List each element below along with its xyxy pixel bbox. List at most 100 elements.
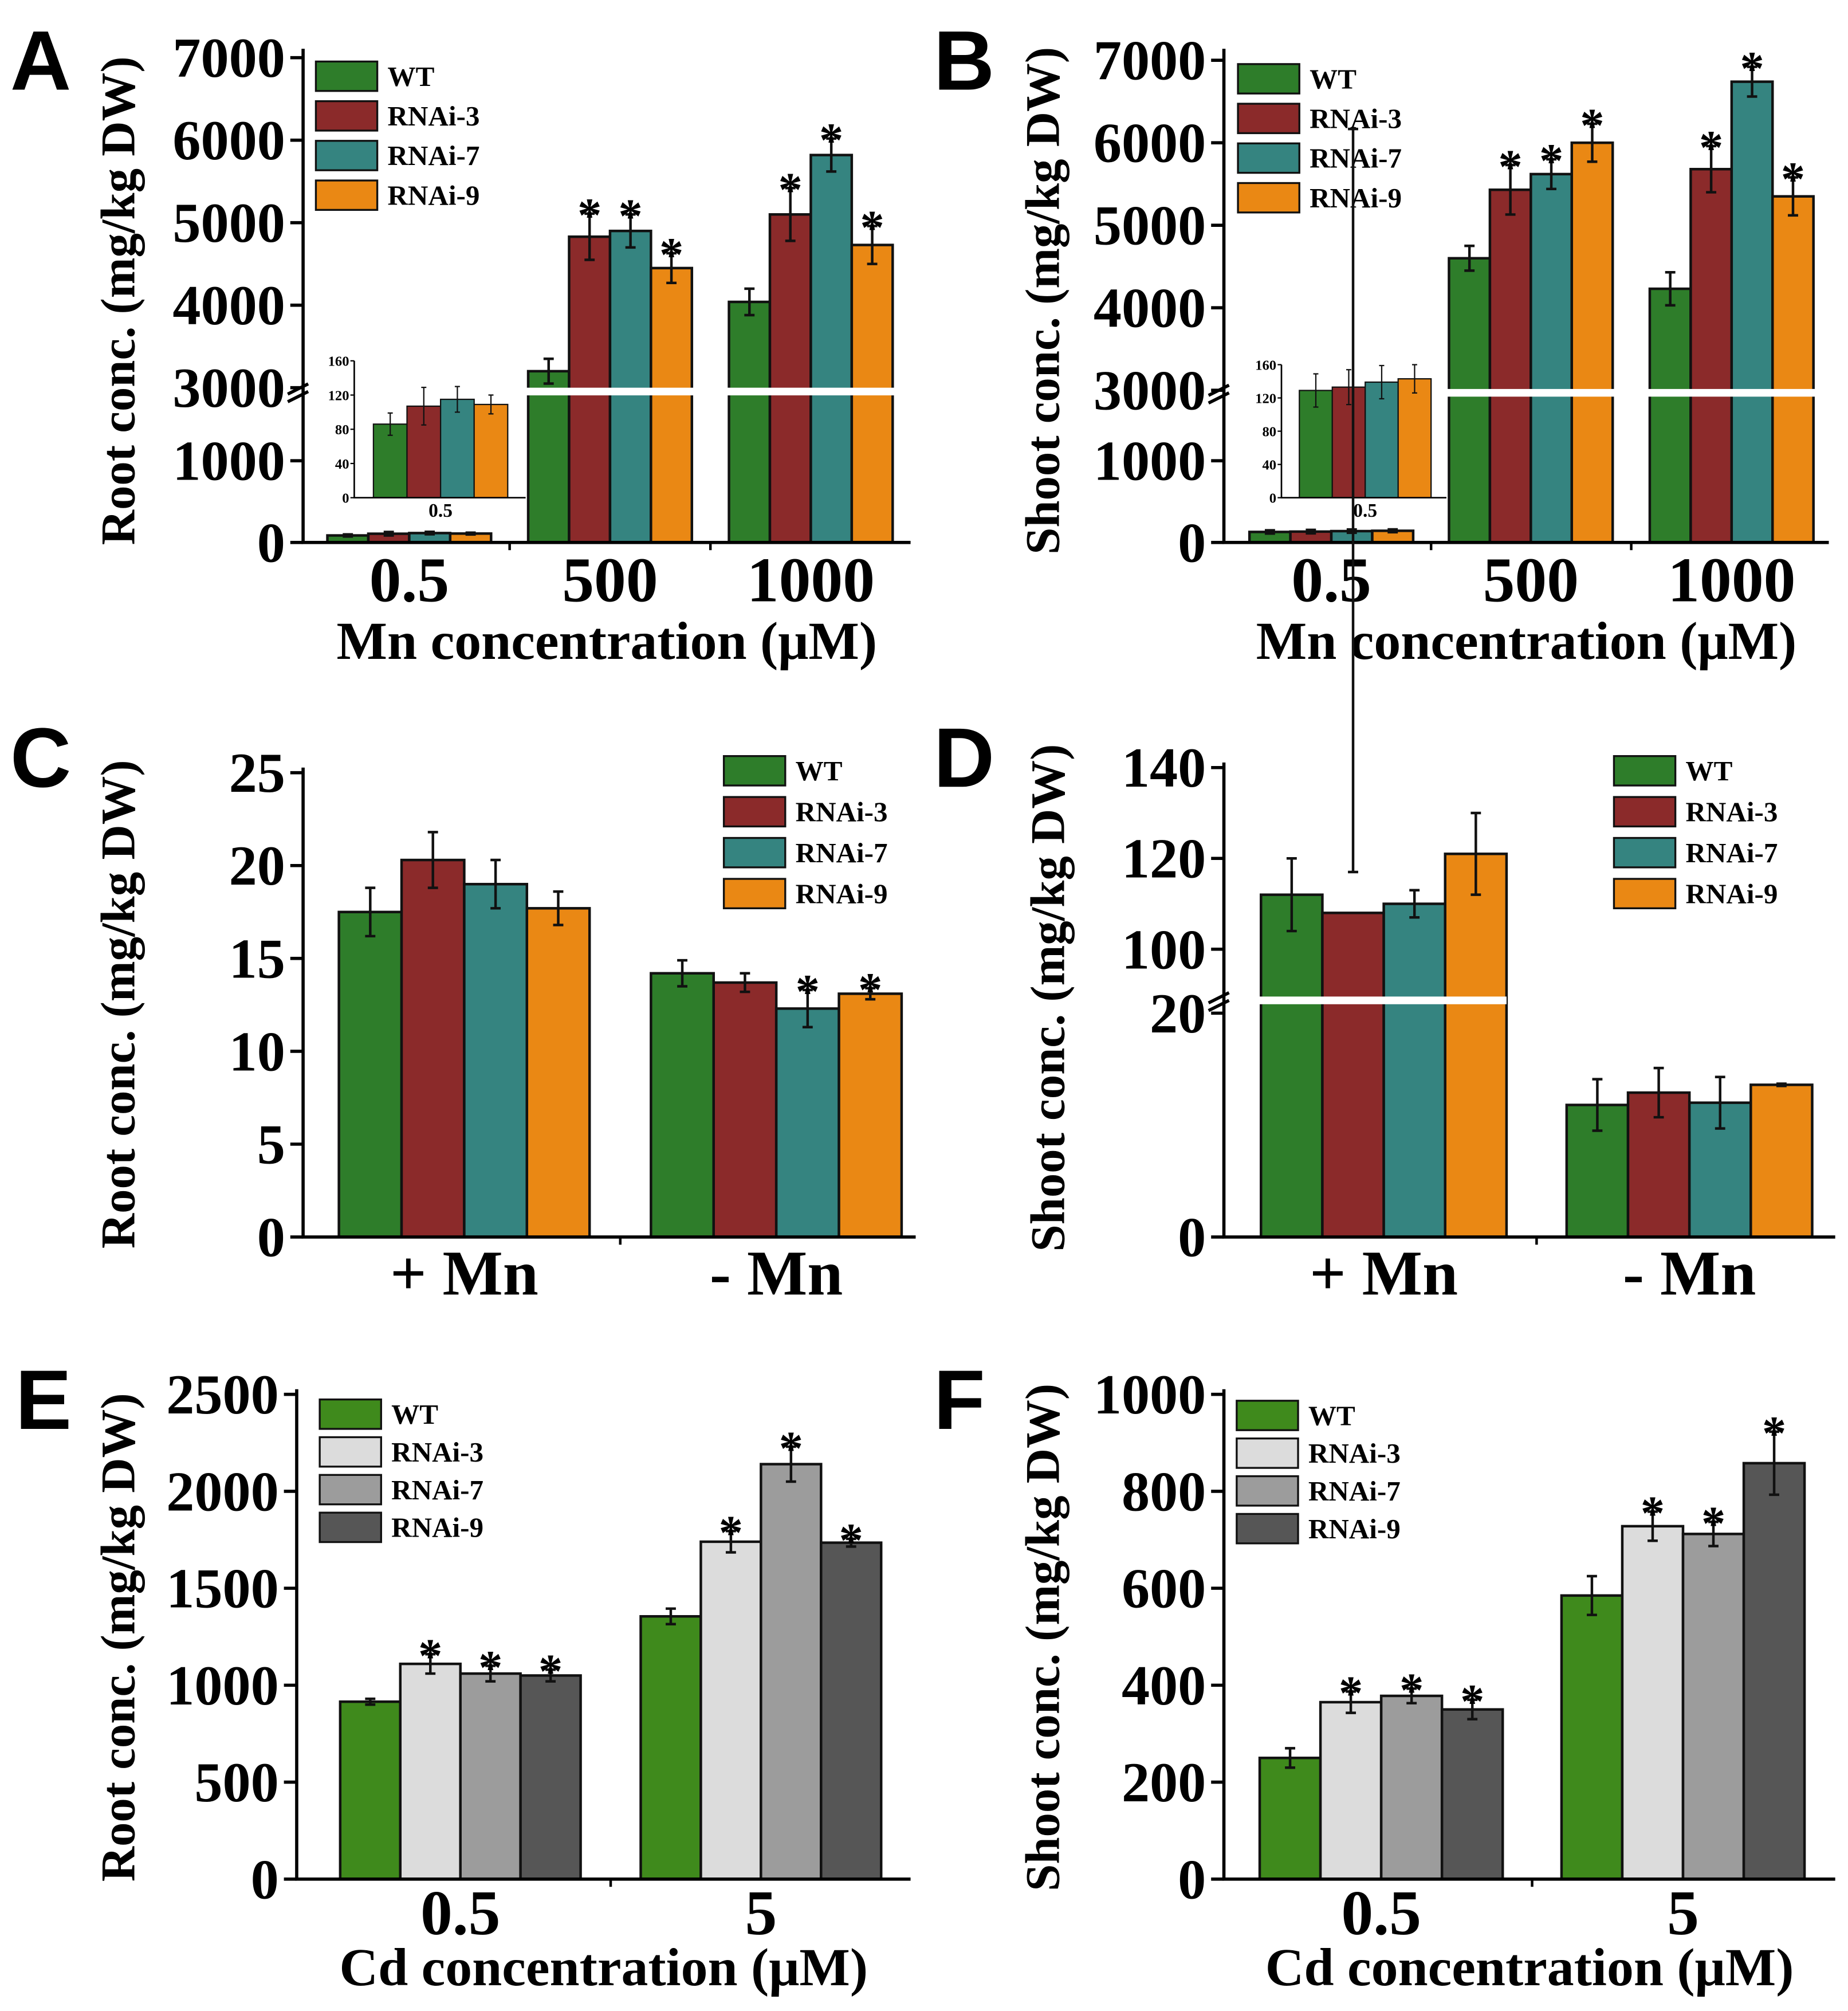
legend-swatch: [1613, 755, 1677, 787]
legend-swatch: [1236, 1513, 1299, 1545]
significance-star: *: [1498, 140, 1522, 194]
y-tick-label: 5000: [1094, 195, 1206, 257]
error-bar: [1348, 127, 1358, 874]
error-bar: [826, 137, 837, 173]
inset-chart: 0 40 80 120 160 0.5: [1255, 358, 1446, 521]
legend-label: RNAi-7: [796, 837, 888, 869]
axis-break-band: [305, 387, 911, 396]
inset-error-bar: [1313, 373, 1319, 408]
legend-swatch: [314, 100, 379, 132]
error-bar: [666, 1607, 676, 1625]
error-bar: [1346, 1690, 1356, 1714]
legend-label: RNAi-7: [1685, 837, 1778, 869]
error-bar: [427, 831, 438, 889]
x-tick-label: + Mn: [1310, 1239, 1458, 1309]
panel-letter: F: [934, 1353, 985, 1447]
legend-label: RNAi-3: [387, 100, 479, 132]
y-tick-label: 800: [1122, 1460, 1206, 1523]
legend-label: RNAi-3: [1685, 796, 1778, 828]
error-bar: [1285, 1747, 1295, 1769]
error-bar: [785, 1445, 796, 1483]
bar-rnai-9-2: [1771, 195, 1815, 544]
panel-f: F * * * * * * 0 200 400 600 800 1000 0.5 5Cd concentra…: [934, 1353, 1835, 1997]
error-bar: [1406, 1687, 1417, 1704]
error-bar: [1464, 244, 1475, 272]
y-tick-label: 1000: [166, 1655, 278, 1717]
y-tick-label: 7000: [1094, 30, 1206, 92]
panel-letter: E: [15, 1353, 72, 1447]
legend: WT RNAi-3 RNAi-7 RNAi-9: [314, 60, 479, 211]
bar-rnai-3-1: [1626, 1091, 1691, 1239]
legend-swatch: [1237, 103, 1300, 135]
inset-y-tick-label: 40: [1263, 458, 1277, 473]
legend: WT RNAi-3 RNAi-7 RNAi-9: [319, 1398, 483, 1543]
significance-star: *: [839, 1514, 863, 1568]
inset-y-tick-label: 120: [1255, 391, 1276, 406]
y-tick-label: 7000: [172, 27, 285, 89]
x-tick-label: + Mn: [390, 1239, 538, 1309]
x-tick-label: 0.5: [1291, 545, 1371, 616]
error-bar: [584, 212, 595, 261]
panel-a: A * * * * * * 0 1000 3000 4000 5000 6000 7000 0.5 500 10…: [10, 14, 911, 671]
error-bar: [1747, 65, 1757, 98]
significance-star: *: [618, 190, 642, 243]
error-bar: [666, 252, 677, 285]
y-tick-label: 0: [257, 512, 285, 574]
legend-swatch: [722, 796, 787, 828]
y-axis-label: Root conc. (mg/kg DW): [91, 760, 145, 1248]
error-bar: [425, 1652, 436, 1675]
inset-error-bar: [488, 394, 494, 415]
bar-wt-1: [526, 370, 571, 544]
bar-rnai-7-1: [1529, 172, 1574, 544]
error-bar: [1665, 271, 1676, 307]
bar-rnai-9-1: [650, 266, 694, 544]
error-bar: [1587, 1574, 1597, 1616]
legend-label: RNAi-9: [1685, 878, 1778, 909]
y-tick-label: 10: [229, 1020, 285, 1083]
legend-label: RNAi-7: [387, 140, 479, 171]
error-bar: [485, 1664, 496, 1683]
legend-swatch: [314, 60, 379, 92]
y-tick-label: 0: [1178, 1207, 1206, 1269]
error-bar: [1467, 1698, 1478, 1721]
panel-letter: D: [934, 711, 994, 805]
legend: WT RNAi-3 RNAi-7 RNAi-9: [722, 755, 888, 909]
significance-star: *: [478, 1641, 502, 1695]
error-bar: [1769, 1430, 1780, 1497]
bar-rnai-3-1: [1488, 188, 1532, 544]
y-tick-label: 25: [229, 742, 285, 804]
significance-star: *: [418, 1629, 442, 1683]
error-bar: [490, 858, 501, 910]
legend-swatch: [1236, 1437, 1299, 1469]
legend-label: RNAi-7: [1308, 1475, 1401, 1507]
x-tick-label: 5: [1667, 1878, 1699, 1949]
inset-y-tick-label: 0: [1269, 491, 1276, 506]
legend-swatch: [1613, 796, 1677, 828]
y-tick-label: 6000: [1094, 112, 1206, 175]
panel-letter: C: [10, 711, 71, 805]
legend-swatch: [722, 836, 787, 869]
bar-rnai-7-1: [608, 229, 652, 544]
y-tick-label: 600: [1122, 1558, 1206, 1620]
inset-y-tick-label: 40: [335, 457, 349, 472]
error-bar: [1470, 811, 1481, 896]
panel-letter: A: [10, 14, 71, 108]
legend-label: RNAi-9: [391, 1512, 483, 1543]
legend-swatch: [314, 179, 379, 211]
bar-rnai-9-0: [1440, 1708, 1504, 1881]
significance-star: *: [1781, 152, 1805, 206]
bar-wt-0: [339, 1700, 402, 1881]
bar-rnai-3-1: [712, 981, 778, 1239]
bar-rnai-3-0: [400, 858, 466, 1239]
bar-wt-1: [1560, 1594, 1624, 1881]
significance-star: *: [1699, 121, 1723, 175]
error-bar: [740, 972, 750, 993]
error-bar: [725, 1530, 736, 1554]
inset-error-bar: [387, 412, 393, 436]
y-tick-label: 1500: [166, 1558, 278, 1620]
y-tick-label: 5: [257, 1113, 285, 1176]
inset-bar: [1397, 378, 1432, 498]
inset-y-tick-label: 0: [342, 491, 349, 506]
bar-rnai-7-0: [463, 882, 529, 1239]
error-bar: [1708, 1520, 1719, 1547]
